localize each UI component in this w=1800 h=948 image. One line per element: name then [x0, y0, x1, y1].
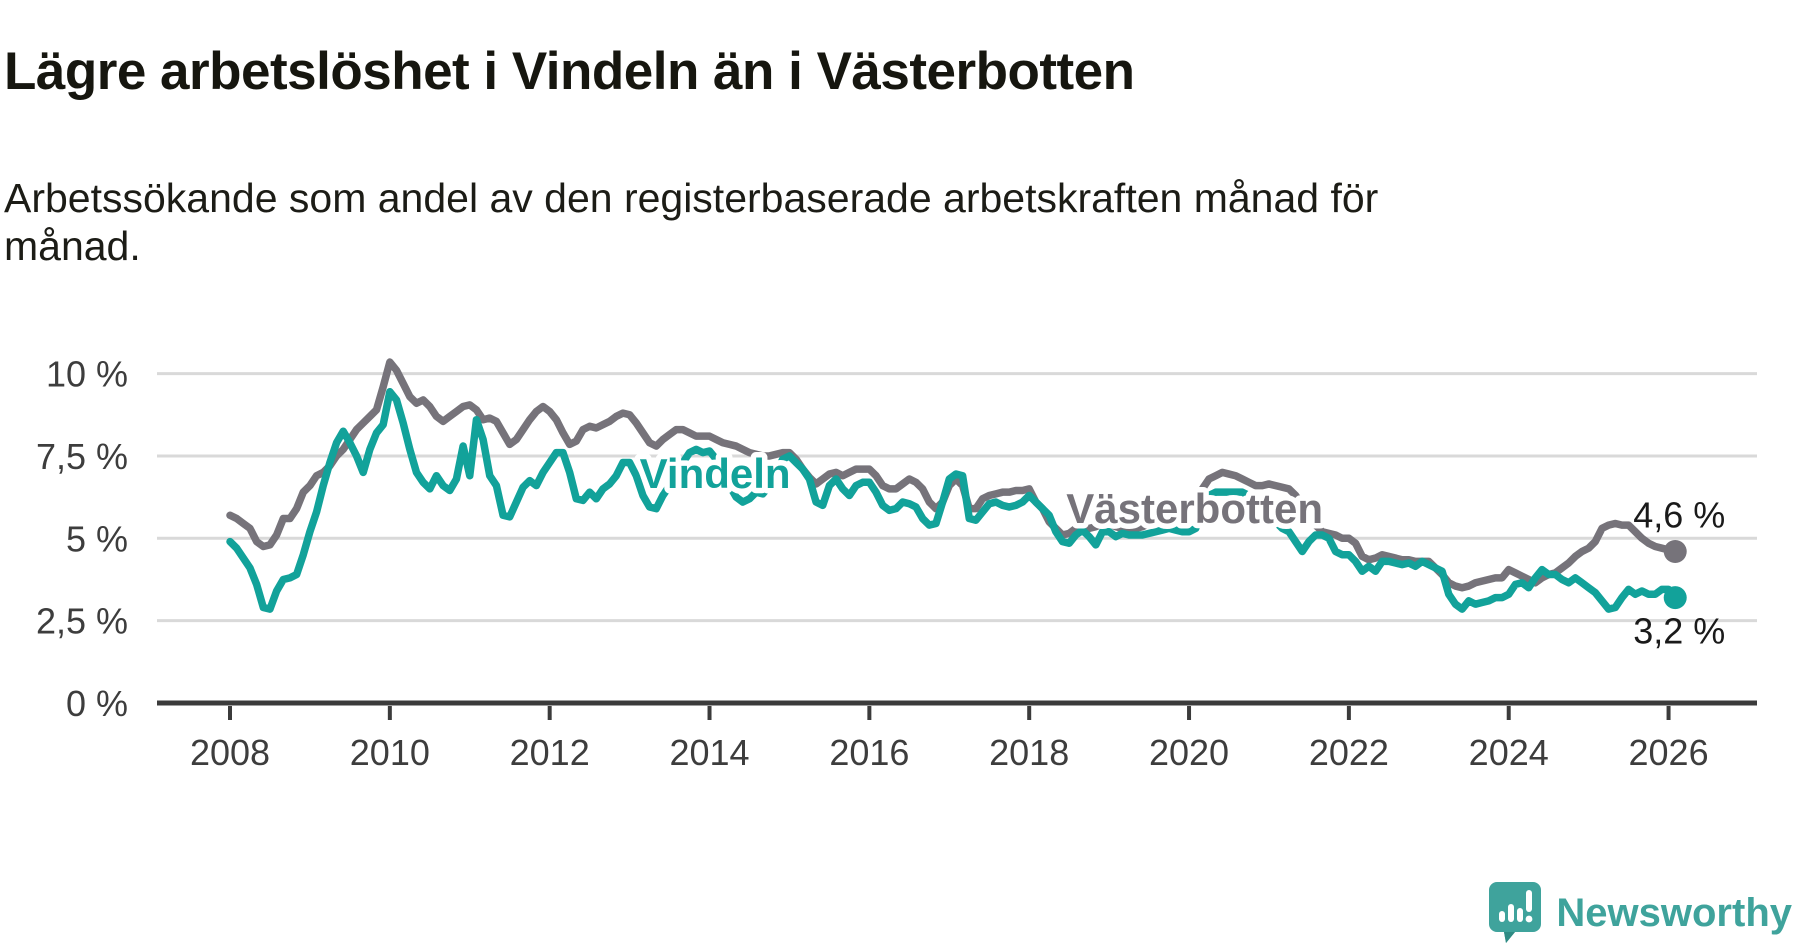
- y-tick-label: 0 %: [66, 683, 128, 724]
- end-dot-västerbotten: [1663, 539, 1687, 563]
- x-tick-label: 2010: [350, 732, 430, 773]
- x-tick-label: 2022: [1309, 732, 1389, 773]
- exclamation-bar: [1526, 890, 1533, 912]
- y-tick-label: 2,5 %: [36, 601, 128, 642]
- bar-2: [1508, 904, 1515, 922]
- x-tick-label: 2012: [510, 732, 590, 773]
- series-label-vindeln: Vindeln: [640, 450, 791, 497]
- exclamation-dot: [1525, 915, 1533, 923]
- x-tick-label: 2026: [1629, 732, 1709, 773]
- bar-3: [1517, 908, 1524, 922]
- series-line-vindeln: [226, 387, 1679, 613]
- bar-1: [1499, 911, 1506, 922]
- x-tick-label: 2016: [829, 732, 909, 773]
- x-tick-label: 2018: [989, 732, 1069, 773]
- newsworthy-bubble-icon: [1489, 882, 1542, 943]
- x-tick-label: 2014: [669, 732, 749, 773]
- end-value-label-västerbotten: 4,6 %: [1633, 494, 1725, 535]
- x-tick-label: 2024: [1469, 732, 1549, 773]
- x-tick-label: 2020: [1149, 732, 1229, 773]
- bubble-tail-shade: [1504, 932, 1516, 943]
- y-tick-label: 10 %: [46, 354, 128, 395]
- end-value-label-vindeln: 3,2 %: [1633, 611, 1725, 652]
- end-dot-vindeln: [1663, 586, 1687, 610]
- x-tick-label: 2008: [190, 732, 270, 773]
- page-title: Lägre arbetslöshet i Vindeln än i Väster…: [4, 41, 1135, 101]
- y-tick-label: 7,5 %: [36, 436, 128, 477]
- bubble-shape: [1489, 882, 1542, 943]
- chart-subtitle: Arbetssökande som andel av den registerb…: [4, 175, 1379, 269]
- brand-name: Newsworthy: [1556, 890, 1792, 935]
- newsworthy-logo: Newsworthy: [1489, 882, 1792, 944]
- series-label-västerbotten: Västerbotten: [1066, 485, 1323, 532]
- y-tick-label: 5 %: [66, 518, 128, 559]
